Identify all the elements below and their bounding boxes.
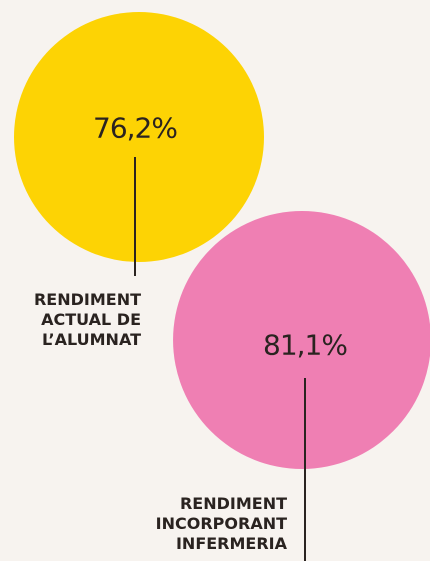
bubble <box>14 12 264 262</box>
value-label: 81,1% <box>263 328 348 362</box>
category-label: RENDIMENT INCORPORANT INFERMERIA <box>155 494 287 553</box>
category-label: RENDIMENT ACTUAL DE L’ALUMNAT <box>33 290 141 349</box>
value-label: 76,2% <box>93 111 178 145</box>
bubble <box>173 211 430 469</box>
